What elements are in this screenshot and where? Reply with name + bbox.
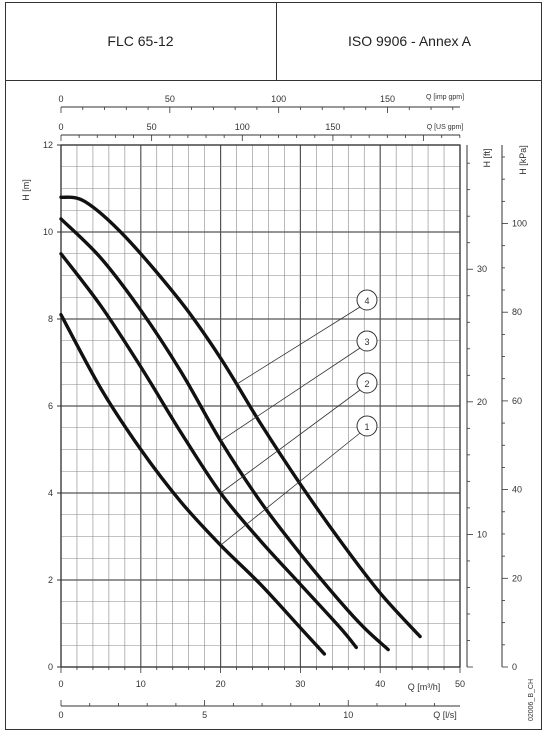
q-ls-tick-label: 0: [58, 710, 63, 720]
callout-line-1: [220, 432, 361, 546]
curve-2: [59, 252, 358, 650]
q-imp-tick-label: 100: [271, 94, 286, 104]
curve-callouts: 1 2 3 4: [220, 289, 378, 546]
h-kpa-tick-label: 100: [512, 218, 527, 228]
q-us-axis-label: Q [US gpm]: [427, 124, 464, 131]
sheet-frame: [5, 2, 542, 730]
h-ft-tick-label: 20: [477, 397, 487, 407]
q-m3h-tick-label: 40: [375, 679, 385, 689]
axes: [57, 106, 508, 707]
q-imp-tick-label: 150: [380, 94, 395, 104]
curve-4: [59, 195, 422, 639]
standard-title: ISO 9906 - Annex A: [348, 33, 471, 49]
callout-circle-3: [356, 330, 378, 352]
curve-3: [59, 217, 390, 652]
q-m3h-tick-label: 30: [295, 679, 305, 689]
q-ls-axis-label: Q [l/s]: [433, 710, 457, 720]
q-ls-tick-label: 5: [202, 710, 207, 720]
callout-label-4: 4: [364, 296, 369, 306]
q-m3h-tick-label: 20: [216, 679, 226, 689]
h-m-tick-label: 8: [48, 314, 53, 324]
h-kpa-tick-label: 20: [512, 573, 522, 583]
q-imp-tick-label: 50: [165, 94, 175, 104]
h-ft-axis-label: H [ft]: [482, 148, 492, 167]
h-m-axis-label: H [m]: [21, 179, 31, 201]
q-us-tick-label: 50: [147, 122, 157, 132]
h-kpa-axis-label: H [kPa]: [518, 145, 528, 175]
q-imp-tick-label: 0: [58, 94, 63, 104]
curves: [59, 195, 422, 656]
curve-1: [59, 312, 327, 656]
q-us-tick-label: 150: [325, 122, 340, 132]
callout-label-3: 3: [364, 337, 369, 347]
grid: [60, 144, 461, 668]
model-title: FLC 65-12: [5, 2, 277, 80]
q-m3h-tick-label: 10: [136, 679, 146, 689]
q-m3h-tick-label: 50: [455, 679, 465, 689]
q-m3h-axis-label: Q [m³/h]: [408, 682, 441, 692]
callout-label-1: 1: [364, 422, 369, 432]
h-m-tick-label: 2: [48, 575, 53, 585]
callout-circle-2: [356, 372, 378, 394]
h-kpa-tick-label: 40: [512, 485, 522, 495]
h-m-tick-label: 0: [48, 662, 53, 672]
h-ft-tick-label: 10: [477, 529, 487, 539]
q-m3h-tick-label: 0: [58, 679, 63, 689]
header-divider: [5, 80, 542, 81]
h-m-tick-label: 6: [48, 401, 53, 411]
h-m-tick-label: 10: [43, 227, 53, 237]
q-us-tick-label: 0: [58, 122, 63, 132]
callout-line-4: [236, 306, 361, 385]
h-kpa-tick-label: 80: [512, 307, 522, 317]
callout-line-3: [220, 347, 361, 442]
drawing-code: 02006_B_CH: [528, 679, 535, 721]
q-imp-axis-label: Q [imp gpm]: [426, 94, 464, 101]
h-m-tick-label: 4: [48, 488, 53, 498]
q-ls-tick-label: 10: [343, 710, 353, 720]
callout-label-2: 2: [364, 379, 369, 389]
h-ft-tick-label: 30: [477, 264, 487, 274]
callout-line-2: [220, 389, 361, 494]
h-kpa-tick-label: 60: [512, 396, 522, 406]
callout-circle-4: [356, 289, 378, 311]
h-m-tick-label: 12: [43, 140, 53, 150]
callout-circle-1: [356, 415, 378, 437]
h-kpa-tick-label: 0: [512, 662, 517, 672]
q-us-tick-label: 100: [235, 122, 250, 132]
